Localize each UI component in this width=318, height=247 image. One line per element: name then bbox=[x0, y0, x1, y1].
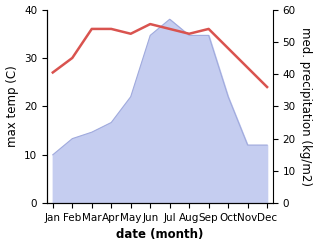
X-axis label: date (month): date (month) bbox=[116, 228, 204, 242]
Y-axis label: med. precipitation (kg/m2): med. precipitation (kg/m2) bbox=[300, 27, 313, 186]
Y-axis label: max temp (C): max temp (C) bbox=[5, 65, 18, 147]
